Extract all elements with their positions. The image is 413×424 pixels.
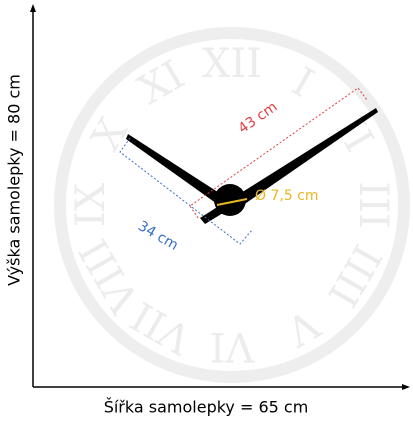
numeral: III [350,181,396,228]
long-hand-dimension [189,87,368,219]
long-hand [225,108,378,210]
short-hand-dimension [119,137,253,245]
center-label: Ø 7,5 cm [255,188,319,204]
numeral: VIII [71,231,149,321]
short-hand-label: 34 cm [135,218,181,254]
height-label: Výška samolepky = 80 cm [5,74,24,286]
arrow-head [402,384,410,390]
long-hand-label: 43 cm [236,99,281,137]
numeral: I [284,59,321,107]
clock-ring [54,27,410,383]
numeral: VI [210,323,256,369]
width-label: Šířka samolepky = 65 cm [104,398,309,417]
arrow-head [30,4,36,12]
diameter-line [216,198,248,206]
numeral: X [83,110,137,158]
numeral: IX [68,182,114,227]
center-hub [214,184,246,216]
numeral: XII [202,41,262,87]
short-hand [126,134,227,206]
